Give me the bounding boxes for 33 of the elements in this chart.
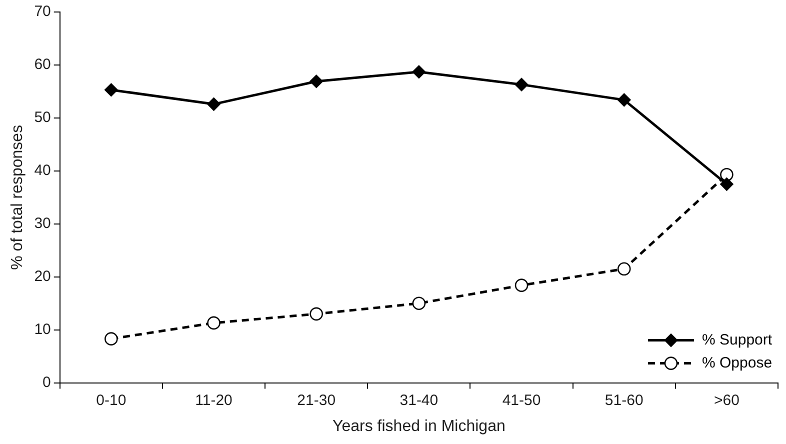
y-tick-label: 0 (42, 374, 51, 391)
point (617, 262, 631, 276)
y-tick-label: 40 (34, 162, 51, 180)
x-axis-title: Years fished in Michigan (332, 418, 506, 435)
point (104, 332, 118, 346)
x-tick-label: 51-60 (604, 392, 644, 409)
y-axis-title: % of total responses (9, 124, 26, 270)
point (310, 74, 324, 88)
y-tick-label: 50 (34, 109, 51, 126)
point (207, 98, 220, 111)
legend-label: % Oppose (702, 354, 772, 372)
point (514, 78, 528, 92)
x-tick-label: >60 (714, 392, 740, 409)
point (617, 93, 631, 107)
y-tick-label: 30 (34, 215, 51, 232)
point (104, 83, 118, 97)
x-tick-label: 11-20 (195, 392, 232, 409)
point (514, 278, 528, 292)
point (720, 168, 734, 182)
x-tick-label: 41-50 (502, 392, 541, 409)
x-tick-label: 31-40 (400, 392, 438, 409)
point (412, 65, 426, 79)
point (207, 316, 220, 330)
point (310, 307, 324, 321)
point (412, 296, 426, 310)
point (720, 178, 734, 191)
y-tick-label: 10 (34, 320, 51, 338)
x-tick-label: 21-30 (297, 392, 336, 409)
legend-label: % Support (702, 331, 773, 348)
y-tick-label: 20 (34, 268, 51, 285)
x-tick-label: 0-10 (96, 392, 126, 409)
y-tick-label: 70 (34, 3, 51, 20)
y-tick-label: 60 (34, 56, 51, 74)
